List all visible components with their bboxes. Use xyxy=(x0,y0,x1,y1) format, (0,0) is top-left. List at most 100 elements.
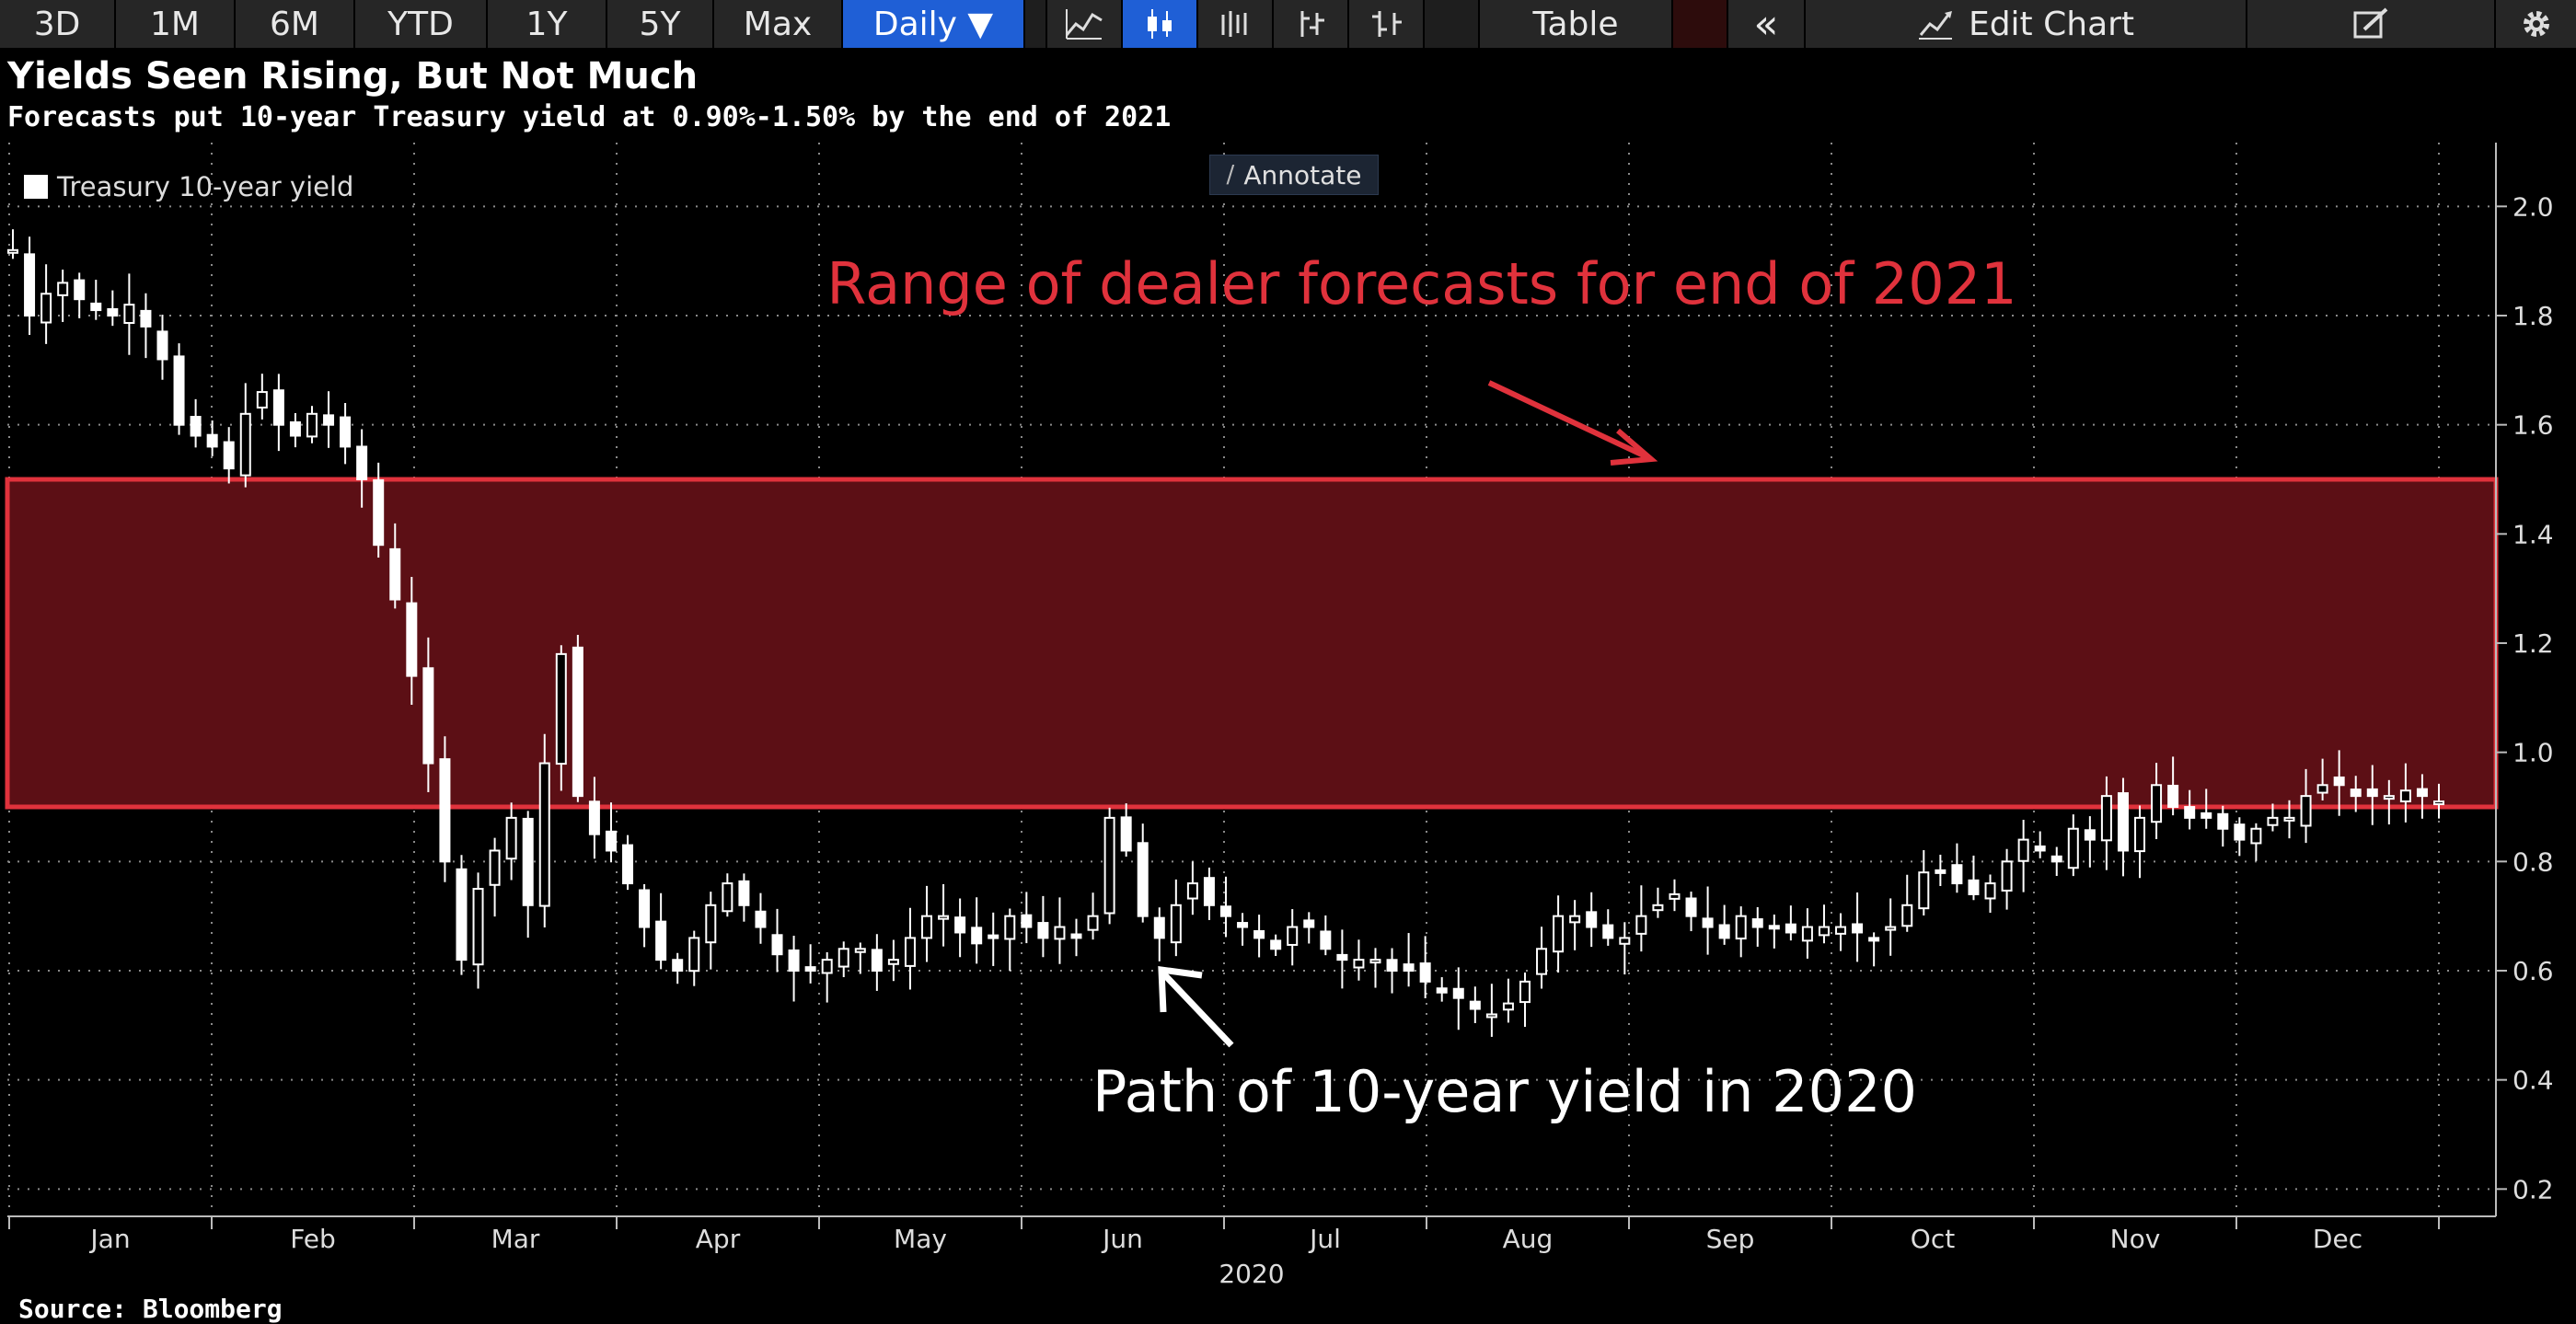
chart-title: Yields Seen Rising, But Not Much xyxy=(7,55,699,98)
edit-chart-button[interactable]: Edit Chart xyxy=(1806,0,2247,48)
candle xyxy=(705,892,717,970)
line-chart-icon[interactable] xyxy=(1047,0,1123,48)
y-tick-label: 0.4 xyxy=(2512,1065,2554,1096)
candle xyxy=(1270,934,1282,956)
bar-ohlc-icon[interactable] xyxy=(1198,0,1274,48)
candle xyxy=(1602,909,1614,946)
candle xyxy=(1320,915,1332,956)
candle xyxy=(887,939,899,982)
candle xyxy=(373,462,385,558)
candle xyxy=(2050,846,2062,877)
candle xyxy=(1037,895,1049,958)
collapse-icon[interactable]: « xyxy=(1728,0,1806,48)
y-tick-label: 0.8 xyxy=(2512,846,2554,877)
candle xyxy=(738,873,750,922)
candle xyxy=(1087,892,1099,940)
candle xyxy=(2034,831,2046,858)
candle xyxy=(1553,895,1565,973)
candle xyxy=(605,802,617,863)
y-tick-label: 1.2 xyxy=(2512,628,2554,659)
candle xyxy=(2151,763,2163,839)
candlestick-icon[interactable] xyxy=(1123,0,1198,48)
candle xyxy=(422,637,434,792)
candle xyxy=(1004,908,1016,972)
draw-tool-icon[interactable] xyxy=(2247,0,2496,48)
candle xyxy=(1386,948,1398,994)
range-5y-button[interactable]: 5Y xyxy=(607,0,714,48)
candle xyxy=(1536,927,1548,989)
legend-swatch xyxy=(24,175,48,199)
candle xyxy=(722,873,734,917)
x-tick-label: Jun xyxy=(1101,1224,1143,1254)
chart-toolbar: 3D 1M 6M YTD 1Y 5Y Max Daily ▼ Table « E… xyxy=(0,0,2576,48)
x-tick-label: May xyxy=(894,1224,947,1254)
candle xyxy=(1619,922,1631,975)
x-tick-label: Mar xyxy=(491,1224,540,1254)
candle xyxy=(24,236,36,335)
range-1y-button[interactable]: 1Y xyxy=(488,0,607,48)
candle xyxy=(1918,850,1930,915)
legend-label: Treasury 10-year yield xyxy=(57,171,354,202)
frequency-dropdown[interactable]: Daily ▼ xyxy=(843,0,1025,48)
candle xyxy=(1702,886,1714,955)
candle xyxy=(2383,779,2395,825)
range-6m-button[interactable]: 6M xyxy=(236,0,355,48)
candle xyxy=(1885,898,1897,956)
range-max-button[interactable]: Max xyxy=(714,0,843,48)
candle xyxy=(272,374,284,452)
candle xyxy=(522,811,534,938)
candle xyxy=(1835,913,1847,951)
forecast-range-annotation: Range of dealer forecasts for end of 202… xyxy=(826,250,2016,317)
candle xyxy=(2001,848,2013,910)
candle xyxy=(1519,973,1531,1028)
candle xyxy=(173,343,185,435)
candle xyxy=(1968,855,1980,901)
table-button[interactable]: Table xyxy=(1480,0,1673,48)
candle xyxy=(1137,823,1149,923)
candle xyxy=(1237,913,1249,946)
ohlc-icon[interactable] xyxy=(1349,0,1425,48)
candle xyxy=(1220,876,1231,938)
candle xyxy=(2201,789,2212,829)
candle xyxy=(1287,909,1299,966)
settings-gear-icon[interactable] xyxy=(2496,0,2576,48)
range-3d-button[interactable]: 3D xyxy=(0,0,116,48)
candle xyxy=(821,951,833,1003)
annotate-button[interactable]: ∕ Annotate xyxy=(1209,155,1379,195)
candle xyxy=(2184,789,2196,830)
candle xyxy=(588,777,600,859)
candle xyxy=(904,907,916,990)
candle-series xyxy=(7,229,2444,1037)
hlc-icon[interactable] xyxy=(1274,0,1349,48)
candle xyxy=(555,645,567,791)
candle xyxy=(2416,774,2428,819)
range-ytd-button[interactable]: YTD xyxy=(355,0,488,48)
x-axis-year-label: 2020 xyxy=(1219,1259,1284,1289)
edit-chart-label: Edit Chart xyxy=(1968,5,2135,43)
candle xyxy=(289,412,301,448)
annotate-label: Annotate xyxy=(1243,159,1362,190)
x-tick-label: Dec xyxy=(2313,1224,2362,1254)
candle xyxy=(90,280,102,320)
candle xyxy=(256,374,268,420)
candle xyxy=(804,944,816,984)
candle xyxy=(323,391,335,448)
candle xyxy=(156,315,168,380)
candle xyxy=(2433,783,2444,819)
candle xyxy=(340,402,352,465)
candle xyxy=(1469,986,1481,1023)
candle xyxy=(123,273,135,355)
candle xyxy=(2167,756,2179,816)
candle xyxy=(2366,765,2378,825)
chart-legend: Treasury 10-year yield xyxy=(24,171,353,202)
candle xyxy=(1021,892,1033,944)
candle xyxy=(854,942,866,974)
y-tick-label: 0.6 xyxy=(2512,956,2554,986)
source-note: Source: Bloomberg xyxy=(18,1294,283,1324)
candle xyxy=(1070,918,1082,957)
range-1m-button[interactable]: 1M xyxy=(116,0,236,48)
candle xyxy=(57,270,69,322)
edit-chart-icon xyxy=(1917,7,1954,40)
candle xyxy=(1901,874,1913,932)
x-tick-label: Feb xyxy=(290,1224,336,1254)
